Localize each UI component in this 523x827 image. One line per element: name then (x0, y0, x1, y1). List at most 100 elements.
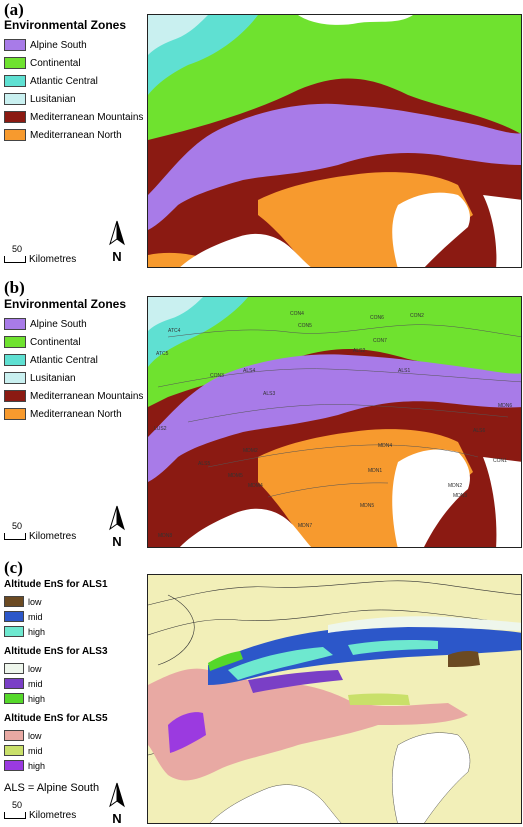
scale-a-box (4, 256, 26, 263)
panel-c-label: (c) (4, 558, 23, 577)
zone-code-als2: ALS2 (353, 348, 365, 354)
legend-label: Continental (30, 57, 81, 69)
legend-swatch (4, 57, 26, 69)
zone-code-mdm4: MDM4 (248, 483, 263, 489)
zone-code-mdn5: MDN5 (360, 503, 374, 509)
legend-swatch (4, 111, 26, 123)
zone-code-con4: CON4 (290, 311, 304, 317)
legend-b-title: Environmental Zones (4, 297, 127, 311)
legend-item-als3-high: high (4, 691, 144, 706)
legend-swatch (4, 596, 24, 607)
scale-b-box (4, 533, 26, 540)
legend-label: low (28, 596, 42, 607)
legend-item-mediterranean-mountains: Mediterranean Mountains (4, 387, 144, 405)
legend-label: Mediterranean North (30, 129, 122, 141)
legend-swatch (4, 408, 26, 420)
map-a (147, 14, 522, 268)
zone-code-mdn7: MDN7 (298, 523, 312, 529)
ens-als1-high-east (348, 640, 438, 655)
legend-c: Altitude EnS for ALS1 low mid high Altitude … (4, 572, 144, 773)
sea-ligurian (180, 233, 311, 267)
ens-als1-high (228, 647, 333, 680)
legend-item-continental: Continental (4, 333, 144, 351)
legend-swatch (4, 129, 26, 141)
legend-label: Mediterranean North (30, 408, 122, 420)
sea-ligurian (209, 784, 342, 823)
map-c-svg (148, 575, 521, 823)
legend-item-als3-mid: mid (4, 676, 144, 691)
zone-code-als1: ALS1 (398, 368, 410, 374)
zone-code-als5: ALS5 (198, 461, 210, 467)
zone-code-con3: CON3 (210, 373, 224, 379)
legend-item-als1-low: low (4, 594, 144, 609)
panel-b-label: (b) (4, 278, 25, 297)
legend-item-alpine-south: Alpine South (4, 36, 144, 54)
legend-swatch (4, 318, 26, 330)
scale-bar-b: 50 Kilometres (4, 521, 76, 542)
legend-label: Lusitanian (30, 93, 76, 105)
zone-boundaries (157, 324, 521, 498)
north-arrow-c: N (106, 782, 128, 826)
ens-als5-low (148, 668, 468, 781)
legend-item-als5-mid: mid (4, 743, 144, 758)
ens-als3-mid (248, 670, 343, 693)
legend-label: high (28, 626, 46, 637)
zone-lusitanian (148, 297, 203, 331)
north-b-label: N (112, 534, 122, 549)
zone-code-mdm5: MDM5 (228, 473, 243, 479)
zone-code-als4: ALS4 (243, 368, 255, 374)
legend-label: Mediterranean Mountains (30, 111, 144, 123)
legend-label: Lusitanian (30, 372, 76, 384)
north-c-label: N (112, 811, 122, 826)
legend-a: Environmental Zones Alpine South Continen… (4, 18, 144, 144)
map-b: ATC4 ATC5 CON4 CON5 CON6 CON7 CON2 CON3 ALS1 ALS2… (147, 296, 522, 548)
legend-group-title: Altitude EnS for ALS1 (4, 579, 108, 590)
zone-code-als3: ALS3 (263, 391, 275, 397)
scale-c-unit: Kilometres (29, 810, 77, 821)
scale-bar-c: 50 Kilometres (4, 800, 76, 821)
note-als: ALS = Alpine South (4, 782, 100, 794)
legend-item-als5-high: high (4, 758, 144, 773)
sea-adriatic (392, 192, 470, 267)
legend-item-lusitanian: Lusitanian (4, 90, 144, 108)
ens-als5-high (168, 712, 206, 753)
legend-swatch (4, 93, 26, 105)
ens-als3-high (208, 651, 243, 671)
legend-swatch (4, 678, 24, 689)
legend-item-atlantic-central: Atlantic Central (4, 72, 144, 90)
legend-swatch (4, 730, 24, 741)
sea-adriatic (392, 449, 470, 547)
zone-code-lus2: LUS2 (154, 426, 167, 432)
legend-swatch (4, 75, 26, 87)
legend-swatch (4, 760, 24, 771)
zone-code-mdn4: MDN4 (378, 443, 392, 449)
legend-swatch (4, 354, 26, 366)
scale-b-value: 50 (12, 521, 23, 531)
zone-code-mdn8: MDN8 (158, 533, 172, 539)
panel-a-label: (a) (4, 0, 24, 19)
zone-code-con1: CON1 (493, 458, 507, 464)
zone-code-mdn6: MDN6 (498, 403, 512, 409)
north-arrow-icon (109, 220, 125, 246)
ens-als1-low (448, 651, 480, 667)
zone-code-als6: ALS6 (473, 428, 485, 434)
legend-swatch (4, 611, 24, 622)
legend-swatch (4, 336, 26, 348)
scale-a-value: 50 (12, 244, 23, 254)
legend-label: mid (28, 745, 43, 756)
map-a-svg (148, 15, 521, 267)
legend-label: high (28, 693, 46, 704)
sea-adriatic (391, 732, 471, 823)
legend-label: low (28, 663, 42, 674)
zone-labels: ATC4 ATC5 CON4 CON5 CON6 CON7 CON2 CON3 ALS1 ALS2… (154, 311, 512, 539)
legend-swatch (4, 745, 24, 756)
ens-als5-mid (348, 693, 410, 705)
legend-item-mediterranean-north: Mediterranean North (4, 126, 144, 144)
zone-code-mdm2: MDM2 (243, 448, 258, 454)
legend-label: mid (28, 611, 43, 622)
north-arrow-a: N (106, 220, 128, 264)
legend-swatch (4, 663, 24, 674)
legend-group-title: Altitude EnS for ALS3 (4, 646, 108, 657)
zone-alpine-south (148, 354, 521, 482)
sea-east (483, 195, 521, 267)
